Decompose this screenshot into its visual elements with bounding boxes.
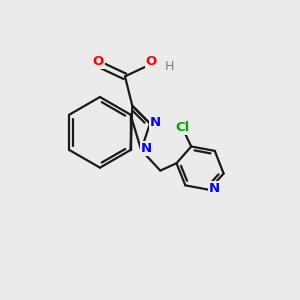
Text: N: N: [150, 116, 161, 128]
Text: N: N: [141, 142, 152, 155]
Text: O: O: [146, 55, 157, 68]
Text: H: H: [165, 60, 174, 73]
Text: Cl: Cl: [175, 122, 190, 134]
Text: O: O: [93, 55, 104, 68]
Text: N: N: [208, 182, 220, 195]
